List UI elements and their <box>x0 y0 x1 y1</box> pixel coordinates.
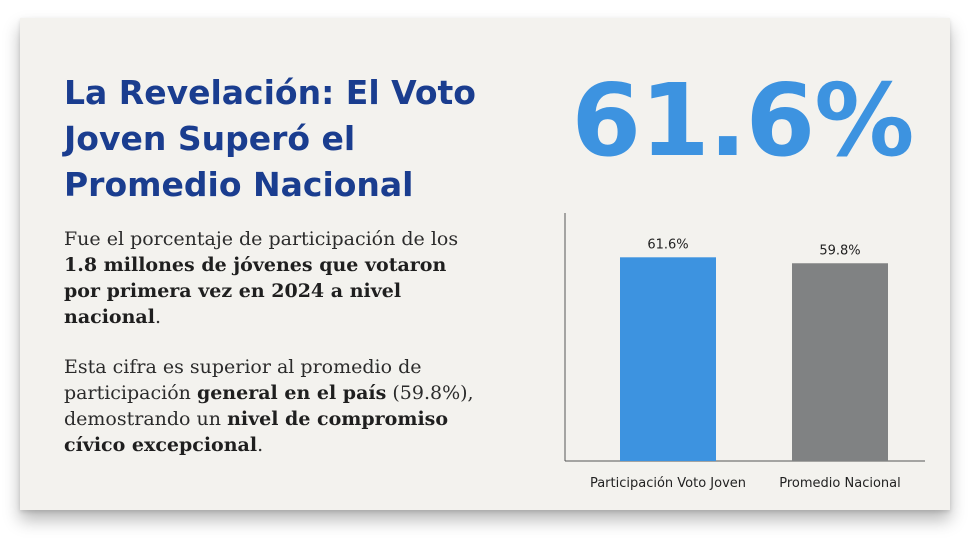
paragraph-2-text-b: (59.8%), demostrando un <box>64 382 474 430</box>
category-label: Participación Voto Joven <box>590 476 746 491</box>
highlight-percentage: 61.6% <box>571 62 915 179</box>
participation-bar-chart: 61.6% Participación Voto Joven 59.8% Promed… <box>564 213 925 491</box>
description-paragraph-2: Esta cifra es superior al promedio de pa… <box>64 354 484 458</box>
bar-national-average <box>792 263 888 461</box>
paragraph-1-text: Fue el porcentaje de participación de lo… <box>64 228 459 250</box>
paragraph-2-emphasis-b: nivel de compromiso cívico excepcional <box>64 408 449 456</box>
bar-value-label: 59.8% <box>819 243 860 258</box>
paragraph-2-emphasis-a: general en el país <box>196 382 387 404</box>
bar-value-label: 61.6% <box>647 237 688 252</box>
paragraph-1-emphasis: 1.8 millones de jóvenes que votaron por … <box>64 254 447 328</box>
paragraph-2-text-a: Esta cifra es superior al promedio de pa… <box>64 356 422 404</box>
paragraph-2-end: . <box>257 434 264 456</box>
page-title: La Revelación: El Voto Joven Superó el P… <box>64 73 476 204</box>
description-paragraph-1: Fue el porcentaje de participación de lo… <box>64 226 484 330</box>
infographic-card: La Revelación: El Voto Joven Superó el P… <box>20 18 950 510</box>
paragraph-1-end: . <box>154 306 161 328</box>
category-label: Promedio Nacional <box>779 476 900 491</box>
bar-youth-vote <box>620 257 716 461</box>
